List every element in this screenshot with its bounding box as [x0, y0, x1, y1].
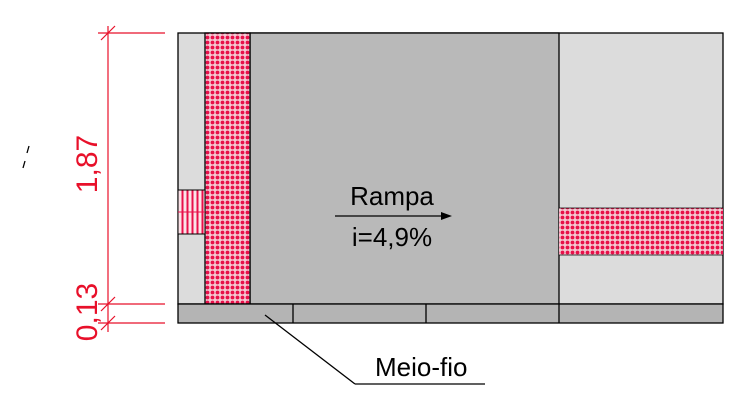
- tactile-strip-right: [559, 208, 723, 255]
- curb: [177, 303, 724, 324]
- slope-label: i=4,9%: [352, 222, 432, 252]
- tactile-strip-left: [204, 32, 251, 305]
- dimension-lines: [98, 25, 165, 332]
- dimension-upper: 1,87: [71, 135, 104, 193]
- ramp-arrow: [335, 212, 452, 220]
- ramp-label: Rampa: [350, 181, 434, 211]
- ramp-surface: [249, 32, 560, 305]
- curb-label: Meio-fio: [375, 352, 467, 382]
- curb-leader: [264, 314, 485, 385]
- dashed-edge-mark: [22, 145, 30, 169]
- dimension-lower: 0,13: [71, 283, 104, 341]
